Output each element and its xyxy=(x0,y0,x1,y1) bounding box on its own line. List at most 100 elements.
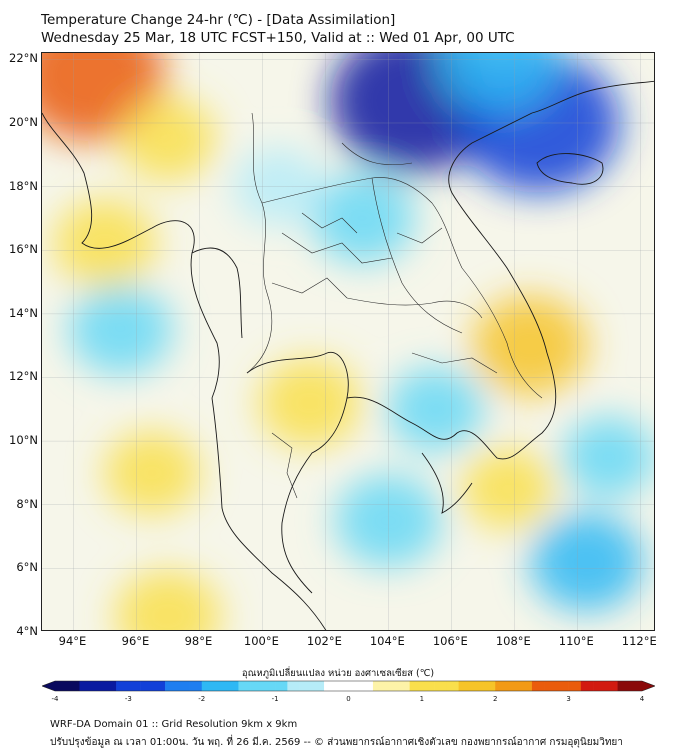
colorbar-segment xyxy=(67,681,80,691)
colorbar-segment xyxy=(165,681,178,691)
colorbar-label: อุณหภูมิเปลี่ยนแปลง หน่วย องศาเซลเซียส (… xyxy=(241,668,435,679)
colorbar-segment xyxy=(580,681,594,691)
coastlines xyxy=(42,80,654,630)
border-thailand-laos xyxy=(261,177,463,269)
colorbar-tick-label: 1 xyxy=(419,695,425,703)
latitude-tick-label: 14°N xyxy=(9,305,38,320)
colorbar-segment xyxy=(262,681,276,691)
longitude-tick-label: 106°E xyxy=(432,634,468,648)
footer-update-credit: ปรับปรุงข้อมูล ณ เวลา 01:00น. วัน พฤ. ที… xyxy=(50,737,623,748)
temperature-change-map xyxy=(42,53,654,630)
colorbar-segment xyxy=(91,681,105,691)
colorbar-segment xyxy=(385,681,398,691)
footer-model-info: WRF-DA Domain 01 :: Grid Resolution 9km … xyxy=(50,719,298,730)
colorbar-segment xyxy=(544,681,557,691)
longitude-tick-label: 98°E xyxy=(184,634,213,648)
colorbar-segment xyxy=(116,681,129,691)
latitude-tick-label: 4°N xyxy=(16,624,38,638)
colorbar-segment xyxy=(128,681,141,691)
coast-martaban xyxy=(191,247,243,339)
colorbar-segment xyxy=(483,681,496,691)
province-borders xyxy=(246,112,543,499)
colorbar-segment xyxy=(360,681,374,691)
anomaly-field xyxy=(42,53,654,630)
colorbar-min-extension xyxy=(42,681,55,691)
longitude-tick-label: 110°E xyxy=(558,634,594,648)
anomaly-spot xyxy=(114,569,222,630)
colorbar-segment xyxy=(593,681,606,691)
coast-mekong-delta xyxy=(421,452,473,514)
colorbar-segment xyxy=(409,681,423,691)
coast-china xyxy=(531,80,654,114)
longitude-tick-label: 96°E xyxy=(121,634,150,648)
anomaly-spot xyxy=(472,295,589,397)
anomaly-spot xyxy=(387,367,484,452)
colorbar-segment xyxy=(519,681,533,691)
colorbar-segment xyxy=(495,681,508,691)
anomaly-spot xyxy=(311,173,415,264)
border-mekong xyxy=(371,177,463,334)
colorbar-tick-label: 0 xyxy=(346,695,351,703)
colorbar-segment xyxy=(629,681,643,691)
colorbar-segment xyxy=(617,681,631,691)
colorbar-tick-label: -2 xyxy=(198,695,206,703)
longitude-tick-label: 104°E xyxy=(369,634,405,648)
coast-cambodia-vietnam xyxy=(346,352,557,460)
latitude-tick-label: 10°N xyxy=(9,433,38,448)
border-provinces-b xyxy=(271,277,348,299)
colorbar-segment xyxy=(556,681,569,691)
border-peninsula xyxy=(271,432,298,499)
colorbar-segment xyxy=(531,681,545,691)
border-laos-vietnam xyxy=(461,267,543,399)
anomaly-spot xyxy=(69,284,173,375)
colorbar-segment xyxy=(177,681,190,691)
anomaly-spot xyxy=(103,430,201,515)
latitude-tick-label: 18°N xyxy=(9,178,38,193)
border-myanmar-thailand xyxy=(246,112,273,374)
colorbar-tick-label: -4 xyxy=(51,695,59,703)
latitude-tick-label: 20°N xyxy=(9,114,38,129)
colorbar-tick-label: -1 xyxy=(271,695,279,703)
border-provinces-c xyxy=(301,212,358,234)
colorbar-segment xyxy=(372,681,386,691)
colorbar-outline xyxy=(42,680,655,692)
colorbar-segment xyxy=(213,681,227,691)
border-provinces-d xyxy=(396,227,443,244)
chart-subtitle: Wednesday 25 Mar, 18 UTC FCST+150, Valid… xyxy=(41,30,515,46)
colorbar-segment xyxy=(324,681,337,691)
latitude-tick-label: 12°N xyxy=(9,369,38,384)
colorbar-segment xyxy=(201,681,215,691)
colorbar-segment xyxy=(605,681,618,691)
coast-gulf-thailand xyxy=(246,351,349,594)
border-thailand-cambodia xyxy=(346,297,483,319)
chart-title: Temperature Change 24-hr (℃) - [Data Ass… xyxy=(41,12,396,28)
latitude-tick-label: 8°N xyxy=(16,496,38,511)
colorbar-segment xyxy=(140,681,154,691)
colorbar-segment xyxy=(568,681,582,691)
coast-myanmar xyxy=(42,112,220,399)
colorbar-segment xyxy=(470,681,484,691)
longitude-tick-label: 112°E xyxy=(621,634,657,648)
colorbar-segment xyxy=(299,681,313,691)
colorbar-segment xyxy=(421,681,435,691)
colorbar-segment xyxy=(152,681,166,691)
colorbar-segment xyxy=(79,681,92,691)
latitude-tick-label: 6°N xyxy=(16,560,38,575)
colorbar-tick-label: 4 xyxy=(639,695,645,703)
colorbar-max-extension xyxy=(642,681,655,691)
coast-vietnam-east xyxy=(448,112,548,354)
colorbar-segment xyxy=(311,681,325,691)
colorbar-segment xyxy=(507,681,521,691)
border-cambodia xyxy=(411,352,498,374)
longitude-tick-label: 94°E xyxy=(58,634,87,648)
latitude-tick-label: 16°N xyxy=(9,242,38,257)
anomaly-spot xyxy=(562,416,654,498)
coast-peninsula-west xyxy=(211,397,327,630)
colorbar-segment xyxy=(238,681,251,691)
anomaly-spot xyxy=(119,96,217,181)
colorbar-segment xyxy=(446,681,459,691)
colorbar-segment xyxy=(458,681,472,691)
longitude-tick-label: 100°E xyxy=(243,634,279,648)
map-plot-area xyxy=(41,52,655,631)
longitude-tick-label: 102°E xyxy=(306,634,342,648)
